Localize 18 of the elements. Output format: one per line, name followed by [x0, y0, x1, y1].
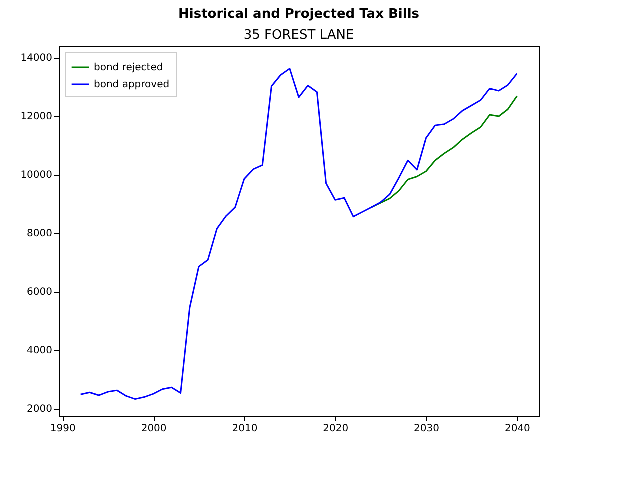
chart-subtitle: 35 FOREST LANE	[244, 28, 354, 43]
line-series	[370, 96, 518, 208]
y-tick-label: 10000	[20, 170, 52, 182]
x-tick-label: 2020	[323, 424, 349, 434]
x-tick-label: 1990	[50, 424, 76, 434]
legend-label: bond approved	[94, 80, 170, 90]
y-tick-label: 8000	[27, 228, 52, 240]
y-tick-label: 14000	[20, 53, 52, 64]
y-tick-label: 12000	[20, 112, 52, 123]
chart-title: Historical and Projected Tax Bills	[178, 7, 420, 22]
legend-label: bond rejected	[94, 62, 164, 74]
y-tick-label: 4000	[27, 346, 52, 357]
x-tick-label: 2040	[504, 424, 530, 434]
x-tick-label: 2000	[141, 424, 167, 434]
y-tick-label: 2000	[27, 404, 52, 416]
x-tick-label: 2030	[414, 424, 440, 434]
y-tick-label: 6000	[27, 287, 52, 298]
x-tick-label: 2010	[232, 424, 258, 434]
